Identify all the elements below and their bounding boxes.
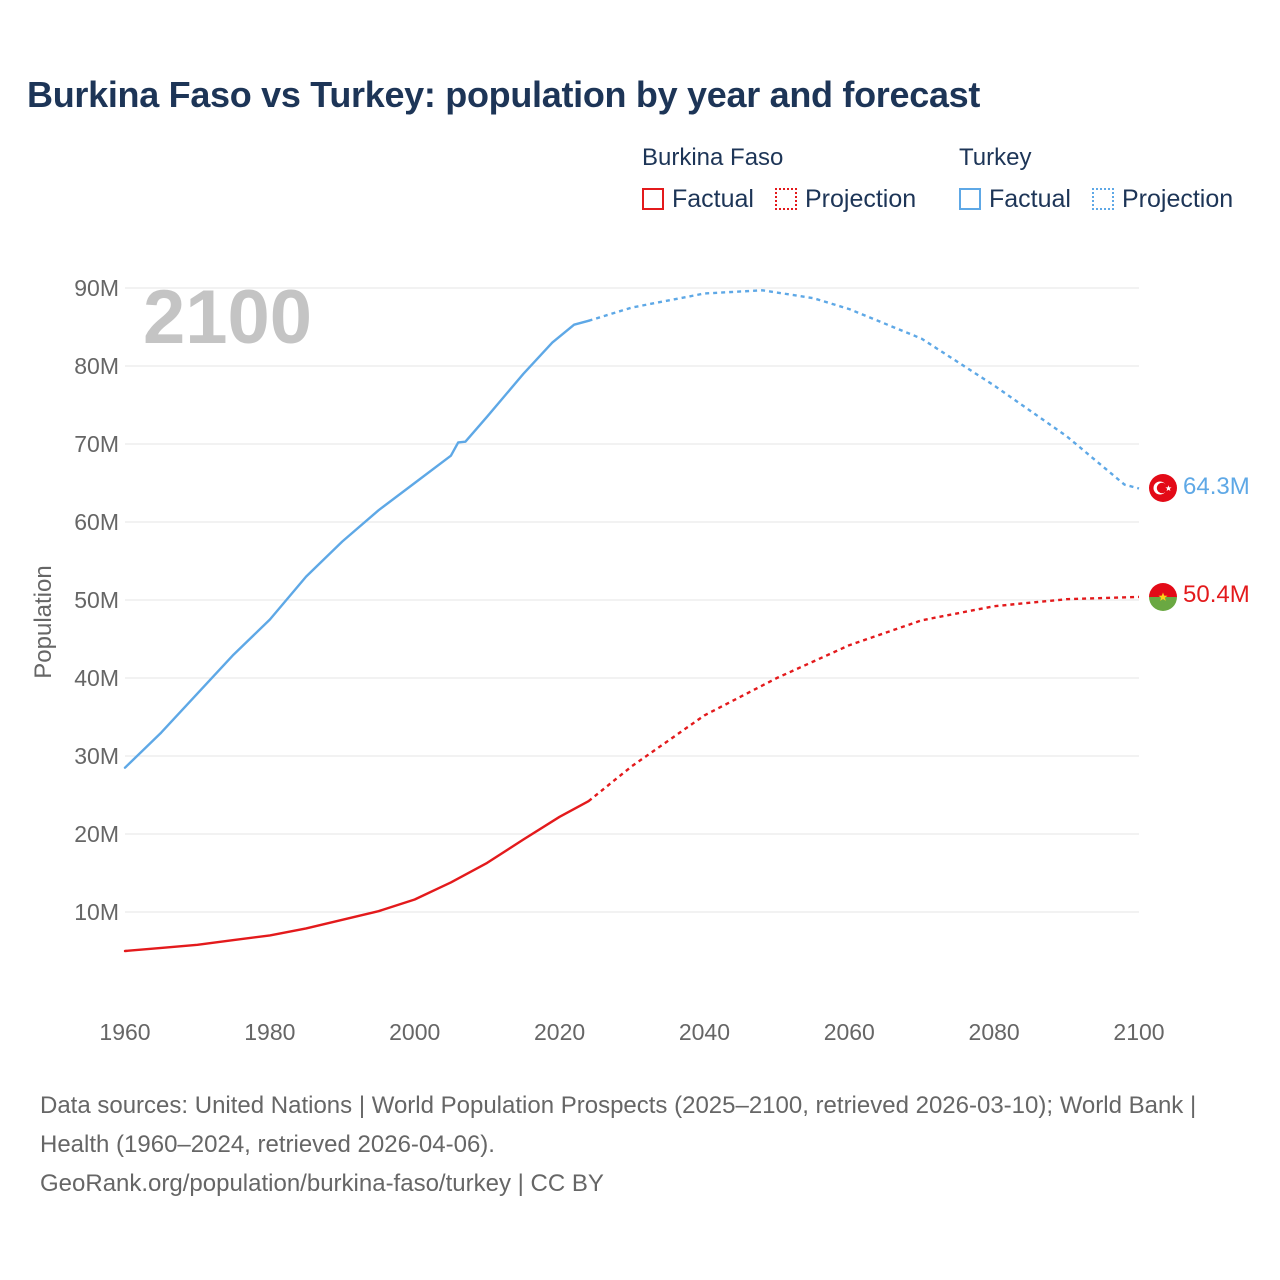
y-tick-label: 30M bbox=[74, 743, 119, 769]
sources-link[interactable]: GeoRank.org/population/burkina-faso/turk… bbox=[40, 1170, 604, 1197]
year-watermark: 2100 bbox=[143, 275, 312, 360]
flag-green-band bbox=[1149, 597, 1177, 611]
y-tick-label: 70M bbox=[74, 431, 119, 457]
legend-label: Projection bbox=[805, 184, 917, 213]
legend-label: Factual bbox=[672, 184, 754, 213]
star-icon bbox=[1158, 592, 1168, 601]
x-tick-label: 1960 bbox=[99, 1019, 150, 1045]
legend-swatch-dotted-blue bbox=[1092, 188, 1114, 210]
legend-item-burkina-projection[interactable]: Projection bbox=[775, 184, 916, 214]
x-tick-label: 2000 bbox=[389, 1019, 440, 1045]
star-icon bbox=[1165, 485, 1172, 491]
chart-title: Burkina Faso vs Turkey: population by ye… bbox=[27, 74, 981, 115]
burkina-faso-factual-line bbox=[123, 800, 590, 953]
y-axis-ticks: 10M 20M 30M 40M 50M 60M 70M 80M 90M bbox=[74, 275, 119, 925]
line-chart: 2100 10M 20M 30M 40M 50M 60M 70M 80M 90M 1960 198… bbox=[30, 275, 1250, 1045]
crescent-inner bbox=[1156, 482, 1168, 494]
x-tick-label: 2060 bbox=[824, 1019, 875, 1045]
x-tick-label: 2040 bbox=[679, 1019, 730, 1045]
legend-swatch-solid-blue bbox=[959, 188, 981, 210]
burkina-faso-projection-line bbox=[587, 595, 1140, 803]
legend-label: Factual bbox=[989, 184, 1071, 213]
legend-group-burkina-faso: Burkina Faso bbox=[642, 144, 784, 171]
y-tick-label: 50M bbox=[74, 587, 119, 613]
turkey-projection-line bbox=[588, 289, 1140, 490]
gridlines bbox=[125, 287, 1139, 913]
legend-item-turkey-factual[interactable]: Factual bbox=[959, 184, 1071, 214]
y-tick-label: 90M bbox=[74, 275, 119, 301]
sources-note: Data sources: United Nations | World Pop… bbox=[40, 1086, 1240, 1203]
turkey-end-marker[interactable]: 64.3M bbox=[1149, 473, 1250, 502]
flag-red-band bbox=[1149, 583, 1177, 597]
y-axis-label: Population bbox=[30, 565, 57, 678]
x-axis-ticks: 1960 1980 2000 2020 2040 2060 2080 2100 bbox=[99, 1019, 1164, 1045]
turkey-factual-line bbox=[123, 319, 590, 769]
x-tick-label: 1980 bbox=[244, 1019, 295, 1045]
y-tick-label: 10M bbox=[74, 899, 119, 925]
x-tick-label: 2100 bbox=[1113, 1019, 1164, 1045]
legend-swatch-solid-red bbox=[642, 188, 664, 210]
legend-group-turkey: Turkey bbox=[959, 144, 1032, 171]
turkey-end-label: 64.3M bbox=[1183, 473, 1250, 500]
y-tick-label: 80M bbox=[74, 353, 119, 379]
y-tick-label: 20M bbox=[74, 821, 119, 847]
burkina-end-label: 50.4M bbox=[1183, 581, 1250, 608]
series-lines bbox=[123, 289, 1140, 953]
burkina-end-marker[interactable]: 50.4M bbox=[1149, 581, 1250, 611]
legend-swatch-dotted-red bbox=[775, 188, 797, 210]
legend-item-burkina-factual[interactable]: Factual bbox=[642, 184, 754, 214]
x-tick-label: 2020 bbox=[534, 1019, 585, 1045]
sources-text: Data sources: United Nations | World Pop… bbox=[40, 1092, 1197, 1158]
y-tick-label: 60M bbox=[74, 509, 119, 535]
x-tick-label: 2080 bbox=[969, 1019, 1020, 1045]
legend-label: Projection bbox=[1122, 184, 1234, 213]
y-tick-label: 40M bbox=[74, 665, 119, 691]
legend-item-turkey-projection[interactable]: Projection bbox=[1092, 184, 1233, 214]
